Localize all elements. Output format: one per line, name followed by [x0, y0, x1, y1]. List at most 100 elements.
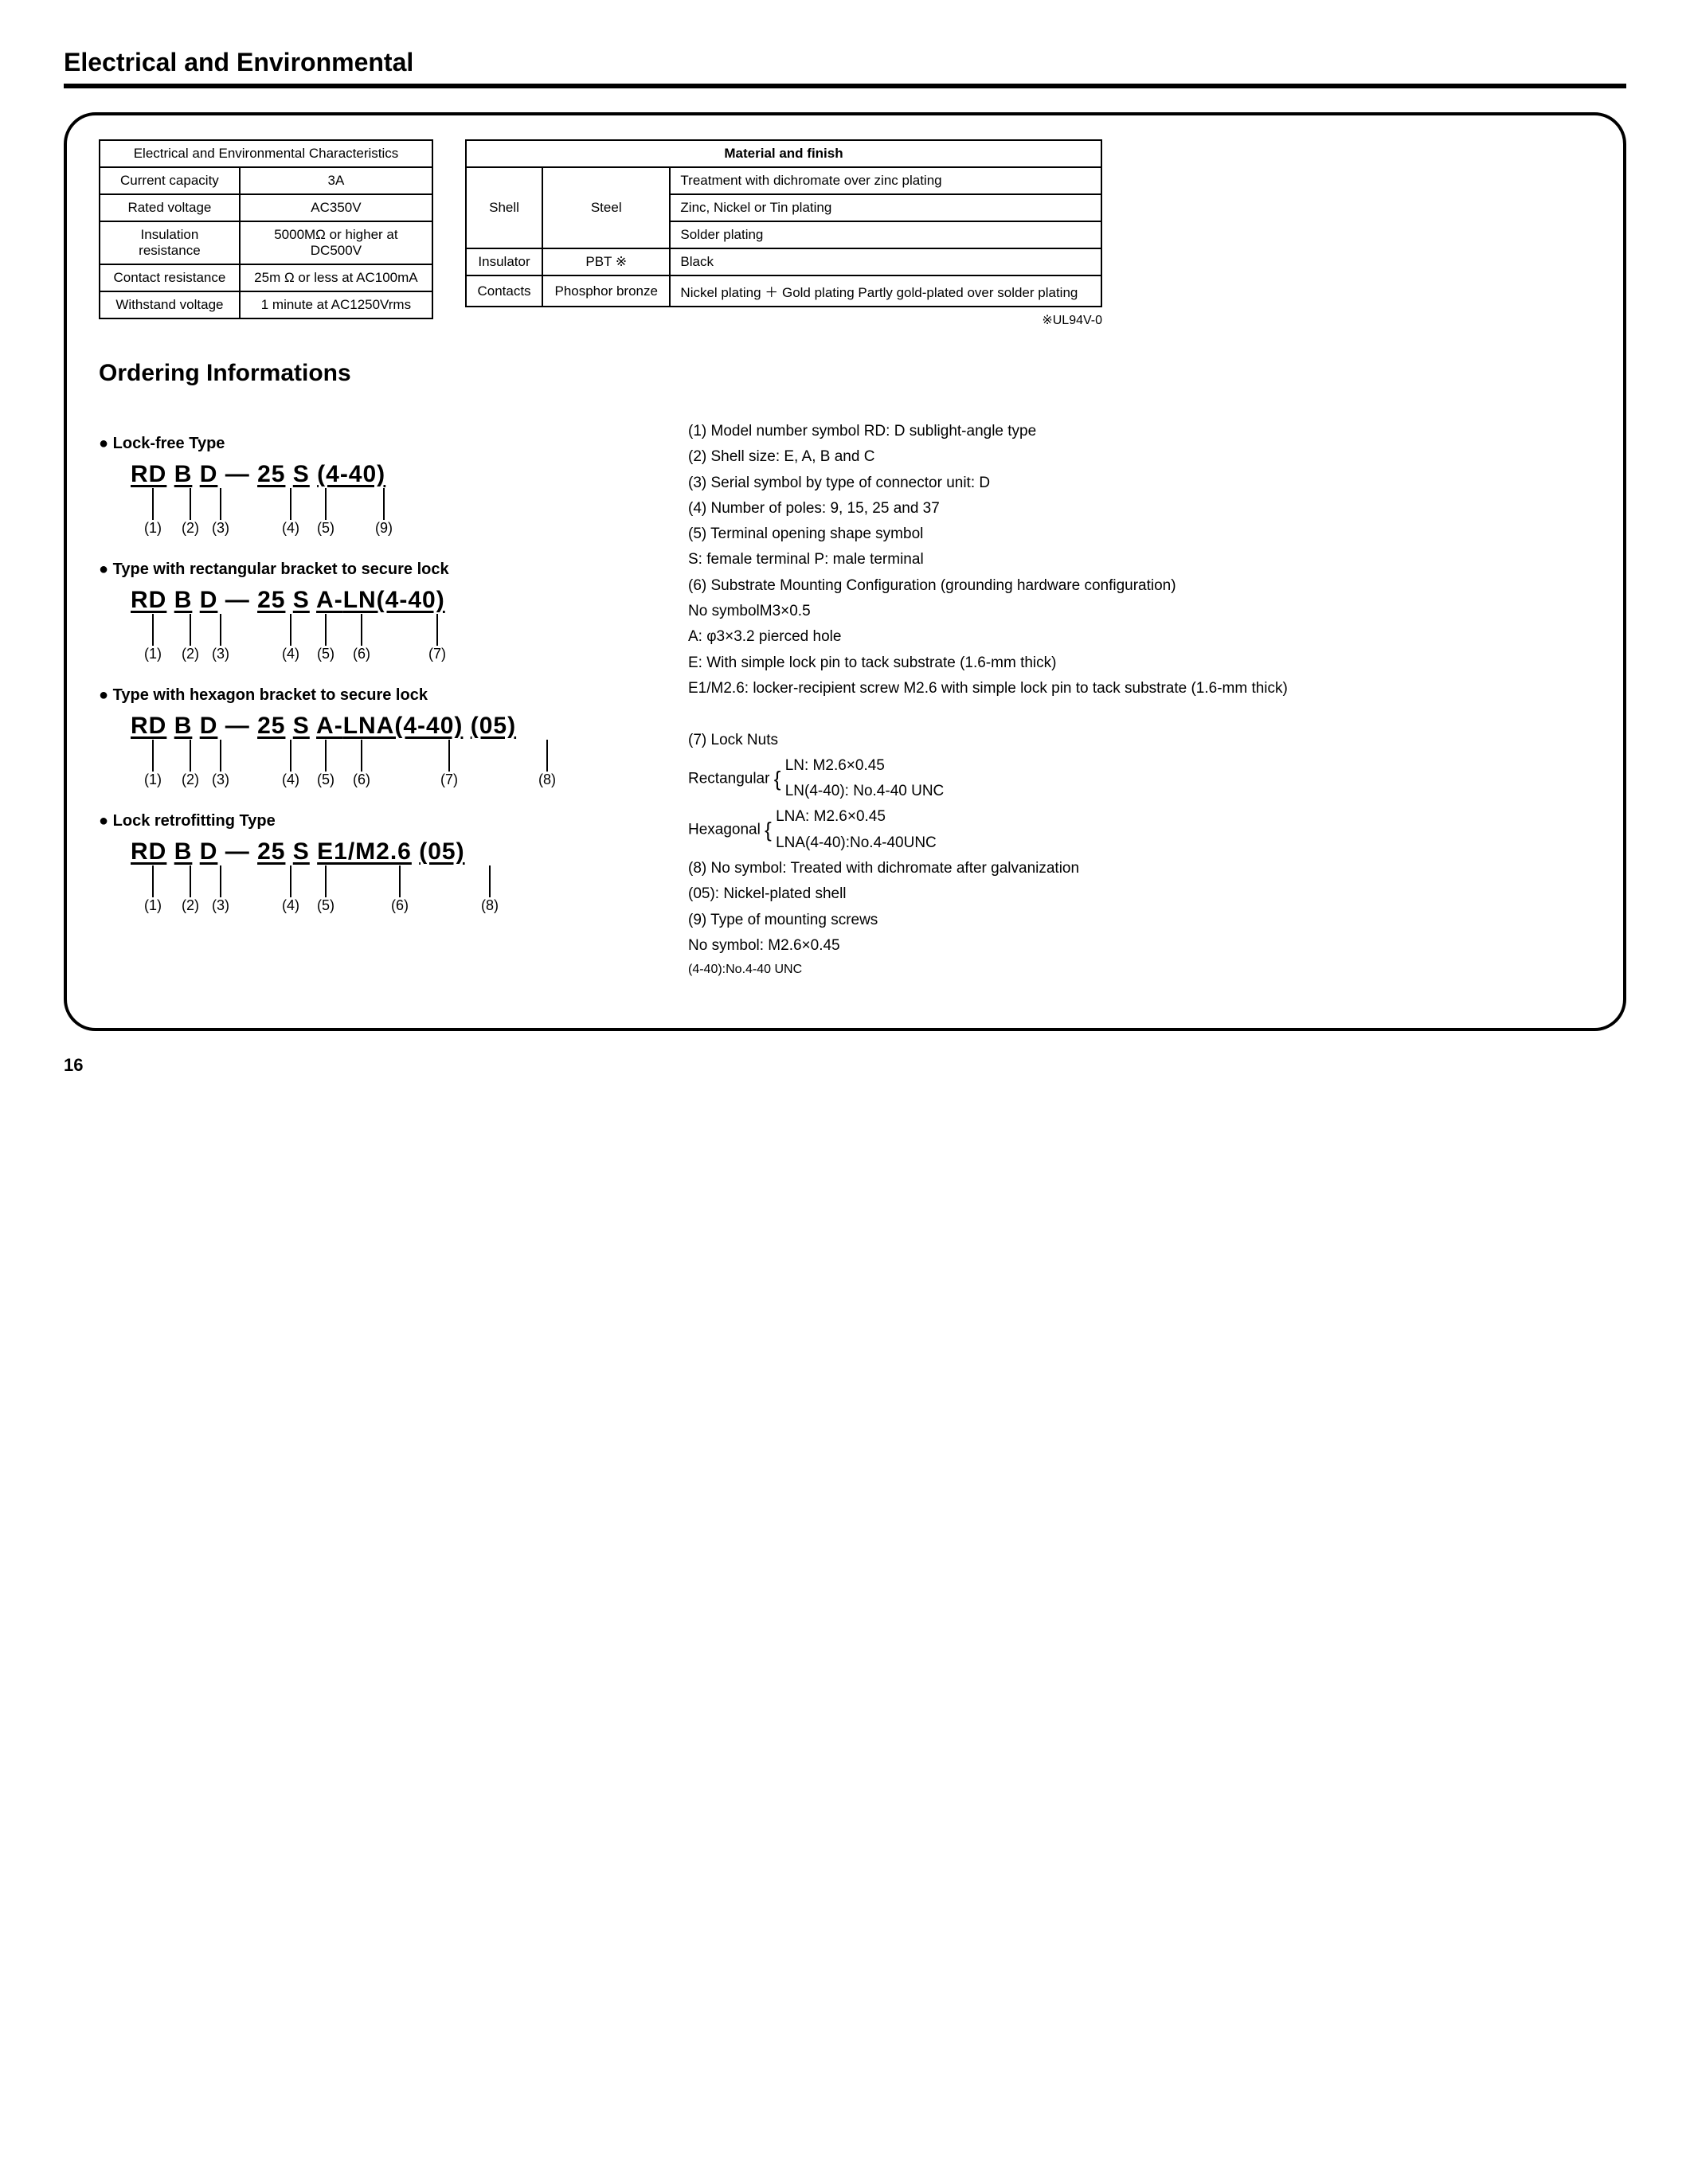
- elec-value: 25m Ω or less at AC100mA: [240, 264, 432, 291]
- part-number-diagram-2: RD B D — 25 S A-LN(4-40): [131, 587, 672, 662]
- note-6: (6) Substrate Mounting Configuration (gr…: [688, 573, 1591, 599]
- pn-num: (5): [311, 772, 341, 788]
- pn-seg: E1/M2.6: [317, 838, 412, 865]
- elec-value: 3A: [240, 167, 432, 194]
- ordering-left-column: Lock-free Type RD B D — 25 S (4-40): [99, 419, 672, 938]
- note-9-440: (4-40):No.4-40 UNC: [688, 959, 1591, 980]
- table-row: Rated voltage AC350V: [100, 194, 432, 221]
- ul-note: ※UL94V-0: [465, 312, 1102, 328]
- pn-num: (1): [131, 897, 175, 914]
- pn-num: (1): [131, 646, 175, 662]
- pn-seg: (4-40): [317, 461, 385, 487]
- pn-seg: RD: [131, 587, 166, 613]
- part-number-diagram-3: RD B D — 25 S A-LNA(4-40) (05): [131, 713, 672, 788]
- pn-seg: D: [200, 838, 218, 865]
- rect-label: Rectangular: [688, 770, 769, 787]
- shell-treatment: Solder plating: [670, 221, 1101, 248]
- pn-seg: S: [293, 461, 310, 487]
- title-underline: [64, 84, 1626, 88]
- rect-line1: LN: M2.6×0.45: [785, 757, 885, 774]
- shell-label: Shell: [466, 167, 542, 248]
- ordering-notes: (1) Model number symbol RD: D sublight-a…: [688, 419, 1591, 980]
- shell-treatment: Treatment with dichromate over zinc plat…: [670, 167, 1101, 194]
- ordering-title: Ordering Informations: [99, 360, 1591, 387]
- table-row: Insulation resistance 5000MΩ or higher a…: [100, 221, 432, 264]
- material-finish-table: Material and finish Shell Steel Treatmen…: [465, 139, 1102, 307]
- pn-seg: 25: [257, 713, 285, 739]
- hex-line1: LNA: M2.6×0.45: [776, 808, 886, 825]
- part-number-diagram-4: RD B D — 25 S E1/M2.6 (05): [131, 838, 672, 914]
- pn-num: (4): [271, 646, 311, 662]
- page-title: Electrical and Environmental: [64, 48, 1626, 77]
- pn-num: (4): [271, 772, 311, 788]
- note-4: (4) Number of poles: 9, 15, 25 and 37: [688, 496, 1591, 522]
- pn-num: (5): [311, 520, 341, 537]
- note-8b: (05): Nickel-plated shell: [688, 881, 1591, 907]
- elec-label: Withstand voltage: [100, 291, 240, 318]
- pn-seg: S: [293, 713, 310, 739]
- elec-value: 5000MΩ or higher at DC500V: [240, 221, 432, 264]
- pn-seg: A-: [316, 713, 343, 739]
- type2-title: Type with rectangular bracket to secure …: [99, 561, 672, 579]
- pn-seg: S: [293, 587, 310, 613]
- note-8: (8) No symbol: Treated with dichromate a…: [688, 856, 1591, 881]
- part-number-diagram-1: RD B D — 25 S (4-40): [131, 461, 672, 537]
- pn-seg: B: [174, 838, 193, 865]
- pn-num: (3): [205, 772, 236, 788]
- type1-title: Lock-free Type: [99, 435, 672, 453]
- elec-label: Insulation resistance: [100, 221, 240, 264]
- brace-icon: {: [765, 819, 772, 842]
- pn-num: (7): [382, 646, 492, 662]
- pn-seg: A-: [316, 587, 343, 613]
- pn-num: (3): [205, 646, 236, 662]
- note-6-a: A: φ3×3.2 pierced hole: [688, 624, 1591, 650]
- pn-num: (2): [175, 897, 205, 914]
- pn-num: (8): [516, 772, 578, 788]
- table-row: Withstand voltage 1 minute at AC1250Vrms: [100, 291, 432, 318]
- note-7-hex: Hexagonal { LNA: M2.6×0.45 LNA(4-40):No.…: [688, 804, 1591, 856]
- pn-seg: 25: [257, 461, 285, 487]
- pn-num: (5): [311, 646, 341, 662]
- electrical-characteristics-table: Electrical and Environmental Characteris…: [99, 139, 433, 319]
- elec-value: 1 minute at AC1250Vrms: [240, 291, 432, 318]
- brace-icon: {: [774, 767, 781, 791]
- pn-seg: RD: [131, 461, 166, 487]
- pn-seg: B: [174, 587, 193, 613]
- pn-dash: —: [225, 713, 250, 739]
- note-6-nosym: No symbolM3×0.5: [688, 599, 1591, 624]
- pn-num: (4): [271, 897, 311, 914]
- shell-material: Steel: [542, 167, 670, 248]
- pn-seg: (05): [419, 838, 464, 865]
- elec-value: AC350V: [240, 194, 432, 221]
- pn-seg: D: [200, 713, 218, 739]
- top-tables: Electrical and Environmental Characteris…: [99, 139, 1591, 328]
- pn-seg: D: [200, 587, 218, 613]
- pn-seg: B: [174, 461, 193, 487]
- pn-num: (6): [341, 772, 382, 788]
- insulator-treatment: Black: [670, 248, 1101, 275]
- pn-seg: D: [200, 461, 218, 487]
- note-6-e1: E1/M2.6: locker-recipient screw M2.6 wit…: [688, 676, 1591, 701]
- elec-label: Rated voltage: [100, 194, 240, 221]
- pn-seg: RD: [131, 838, 166, 865]
- table-row: Contact resistance 25m Ω or less at AC10…: [100, 264, 432, 291]
- pn-seg: LNA(4-40): [343, 713, 464, 739]
- elec-label: Contact resistance: [100, 264, 240, 291]
- pn-num: (9): [341, 520, 427, 537]
- hex-label: Hexagonal: [688, 822, 761, 838]
- pn-seg: (05): [471, 713, 516, 739]
- pn-num: (5): [311, 897, 341, 914]
- pn-dash: —: [225, 461, 250, 487]
- note-2: (2) Shell size: E, A, B and C: [688, 444, 1591, 470]
- pn-num: (6): [341, 646, 382, 662]
- content-frame: Electrical and Environmental Characteris…: [64, 112, 1626, 1031]
- pn-num: (8): [459, 897, 521, 914]
- pn-seg: RD: [131, 713, 166, 739]
- contacts-label: Contacts: [466, 275, 542, 307]
- pn-num: (4): [271, 520, 311, 537]
- pn-num: (1): [131, 520, 175, 537]
- mat-header: Material and finish: [466, 140, 1101, 167]
- pn-seg: 25: [257, 587, 285, 613]
- shell-treatment: Zinc, Nickel or Tin plating: [670, 194, 1101, 221]
- elec-label: Current capacity: [100, 167, 240, 194]
